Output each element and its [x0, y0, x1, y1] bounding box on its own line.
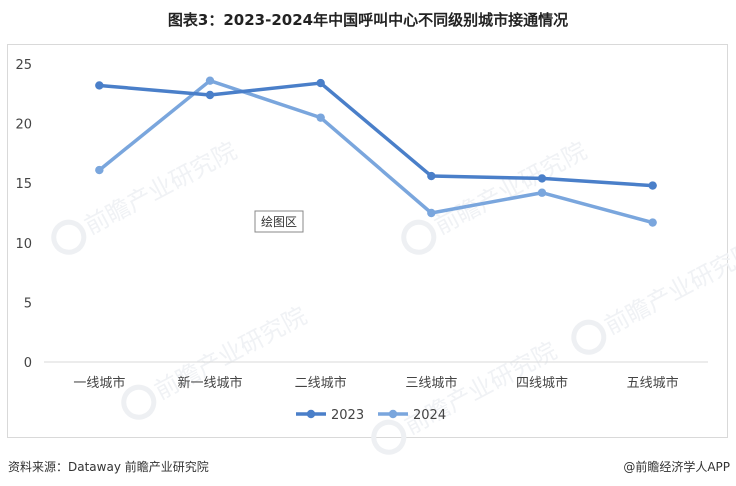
x-tick-label: 三线城市	[405, 375, 457, 391]
data-point-2023	[648, 181, 657, 190]
legend-swatch-marker	[306, 409, 316, 419]
svg-text:前瞻产业研究院: 前瞻产业研究院	[80, 137, 241, 241]
data-point-2024	[537, 188, 547, 197]
x-tick-label: 一线城市	[73, 375, 125, 391]
series-layer	[95, 76, 657, 227]
y-tick-label: 10	[15, 237, 32, 252]
x-tick-label: 四线城市	[516, 375, 568, 391]
legend-item-2023: 2023	[296, 408, 364, 423]
svg-text:前瞻产业研究院: 前瞻产业研究院	[600, 237, 736, 341]
x-tick-label: 二线城市	[295, 375, 347, 391]
svg-text:前瞻产业研究院: 前瞻产业研究院	[430, 137, 591, 241]
data-point-2024	[95, 165, 104, 175]
y-axis: 0 5 10 15 20 25	[15, 58, 32, 371]
y-tick-label: 20	[15, 118, 32, 133]
data-point-2023	[95, 81, 104, 90]
chart-title: 图表3：2023-2024年中国呼叫中心不同级别城市接通情况	[167, 11, 569, 29]
y-tick-label: 25	[15, 58, 32, 73]
y-tick-label: 5	[24, 296, 32, 311]
data-point-2023	[427, 171, 436, 181]
x-tick-label: 五线城市	[627, 375, 679, 391]
data-point-2023	[205, 90, 215, 100]
series-line-2024	[97, 78, 655, 225]
x-axis: 一线城市 新一线城市 二线城市 三线城市 四线城市 五线城市	[73, 375, 678, 391]
source-note: 资料来源：Dataway 前瞻产业研究院	[8, 460, 209, 474]
legend-item-2024: 2024	[378, 408, 446, 423]
data-point-2023	[537, 174, 547, 183]
legend-swatch-marker	[388, 409, 398, 419]
data-point-2023	[316, 78, 325, 88]
data-point-2024	[648, 218, 657, 227]
legend-label: 2024	[413, 408, 446, 423]
plot-area-label: 绘图区	[261, 214, 297, 229]
watermark: 前瞻产业研究院	[371, 337, 561, 455]
y-tick-label: 15	[15, 177, 32, 192]
series-line-2023	[97, 81, 655, 188]
y-tick-label: 0	[24, 356, 32, 371]
watermark: 前瞻产业研究院	[51, 137, 241, 255]
data-point-2024	[205, 76, 215, 85]
watermark: 前瞻产业研究院	[571, 237, 736, 355]
chart-frame	[7, 44, 728, 438]
x-tick-label: 新一线城市	[177, 375, 242, 391]
legend-label: 2023	[331, 408, 364, 423]
legend: 2023 2024	[296, 408, 446, 423]
data-point-2024	[316, 113, 325, 122]
brand-note: @前瞻经济学人APP	[623, 460, 730, 474]
data-point-2024	[427, 208, 436, 218]
plot-area-tag: 绘图区	[254, 210, 304, 233]
